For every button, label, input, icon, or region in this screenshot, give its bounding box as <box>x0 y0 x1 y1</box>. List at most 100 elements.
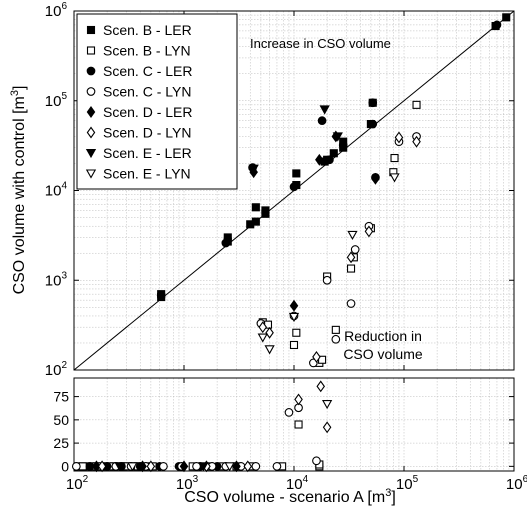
data-point-zero <box>138 460 147 473</box>
legend-label: Scen. E - LER <box>103 145 192 161</box>
data-point <box>322 421 332 434</box>
data-point <box>261 206 270 215</box>
annotation-reduction-line1: Reduction in <box>344 328 422 344</box>
data-point-zero <box>159 462 168 471</box>
annotation-increase: Increase in CSO volume <box>250 36 391 51</box>
data-point <box>289 299 299 312</box>
data-point <box>294 393 303 406</box>
tick-label: 106 <box>45 1 68 20</box>
tick-label: 106 <box>506 474 527 493</box>
data-point <box>321 399 333 410</box>
data-point <box>156 290 166 300</box>
data-point <box>368 98 378 108</box>
legend-box <box>76 13 238 190</box>
data-point <box>292 328 301 337</box>
data-point <box>332 132 343 142</box>
data-point <box>316 380 326 393</box>
data-point <box>412 135 421 148</box>
tick-label: 103 <box>45 270 68 289</box>
legend: Scen. B - LER Scen. B - LYN Scen. C - LER S… <box>76 13 238 190</box>
data-point-zero <box>179 460 189 473</box>
y-axis-label: CSO volume with control [m3] <box>9 86 28 295</box>
legend-marker <box>86 106 96 118</box>
legend-marker <box>86 46 96 55</box>
series-5 <box>97 131 421 473</box>
data-point <box>325 155 334 165</box>
data-point <box>257 333 268 343</box>
data-point <box>258 321 268 334</box>
data-point-zero <box>192 462 201 471</box>
legend-marker <box>86 87 96 96</box>
data-point-zero <box>251 462 261 471</box>
annotation-reduction-line2: CSO volume <box>343 346 423 362</box>
data-point <box>412 100 421 109</box>
data-point <box>331 325 340 334</box>
legend-label: Scen. B - LYN <box>103 43 191 59</box>
data-point <box>292 169 301 178</box>
data-point <box>221 238 231 248</box>
data-point <box>248 164 259 174</box>
tick-label: 104 <box>45 181 68 200</box>
data-point <box>368 119 378 129</box>
tick-label: 50 <box>53 412 69 428</box>
data-point-zero <box>97 460 107 473</box>
data-point <box>322 275 332 285</box>
data-point <box>394 131 404 144</box>
tick-label: 104 <box>286 474 309 493</box>
data-point <box>312 456 321 466</box>
tick-label: 25 <box>53 435 69 451</box>
data-point <box>338 140 348 150</box>
tick-label: 105 <box>45 91 68 110</box>
data-point-zero <box>127 462 138 472</box>
data-point <box>251 217 260 226</box>
data-points <box>71 13 511 473</box>
tick-labels: 102 103 104 105 106 102 103 104 105 106 0 25 50 75 <box>45 1 527 493</box>
legend-label: Scen. B - LER <box>103 22 192 38</box>
legend-marker <box>86 66 96 76</box>
legend-label: Scen. E - LYN <box>103 166 191 182</box>
legend-label: Scen. C - LER <box>103 63 192 79</box>
data-point <box>371 172 380 185</box>
data-point <box>264 345 275 355</box>
data-point <box>502 13 511 22</box>
data-point <box>312 350 321 363</box>
data-point <box>284 408 294 417</box>
data-point-zero <box>272 462 282 471</box>
tick-label: 102 <box>45 360 68 379</box>
legend-marker <box>86 25 96 35</box>
data-point <box>364 225 374 238</box>
data-point-zero <box>198 462 209 472</box>
data-point <box>251 203 260 212</box>
data-point <box>389 173 400 183</box>
data-point <box>265 326 274 339</box>
data-point <box>329 149 338 158</box>
legend-label: Scen. D - LER <box>103 104 192 120</box>
data-point <box>319 105 330 115</box>
tick-marks <box>73 10 515 471</box>
data-point <box>346 251 356 264</box>
data-point <box>347 230 358 241</box>
tick-label: 105 <box>396 474 419 493</box>
legend-label: Scen. C - LYN <box>103 84 191 100</box>
legend-marker <box>86 126 96 139</box>
data-point-zero <box>114 462 125 472</box>
data-point-zero <box>224 462 235 472</box>
series-6 <box>114 105 343 472</box>
series-7 <box>127 173 400 472</box>
data-point <box>492 20 502 30</box>
data-point <box>317 116 327 126</box>
data-point <box>346 299 356 308</box>
data-point-zero <box>146 460 156 473</box>
legend-label: Scen. D - LYN <box>103 125 191 141</box>
data-point <box>294 420 303 429</box>
data-point <box>289 340 299 350</box>
legend-marker <box>85 169 97 179</box>
data-point <box>315 153 324 166</box>
tick-label: 102 <box>66 474 89 493</box>
tick-label: 0 <box>61 458 69 474</box>
legend-marker <box>85 148 97 159</box>
x-axis-label: CSO volume - scenario A [m3] <box>184 487 396 506</box>
data-point <box>350 245 360 254</box>
data-point <box>390 153 399 163</box>
